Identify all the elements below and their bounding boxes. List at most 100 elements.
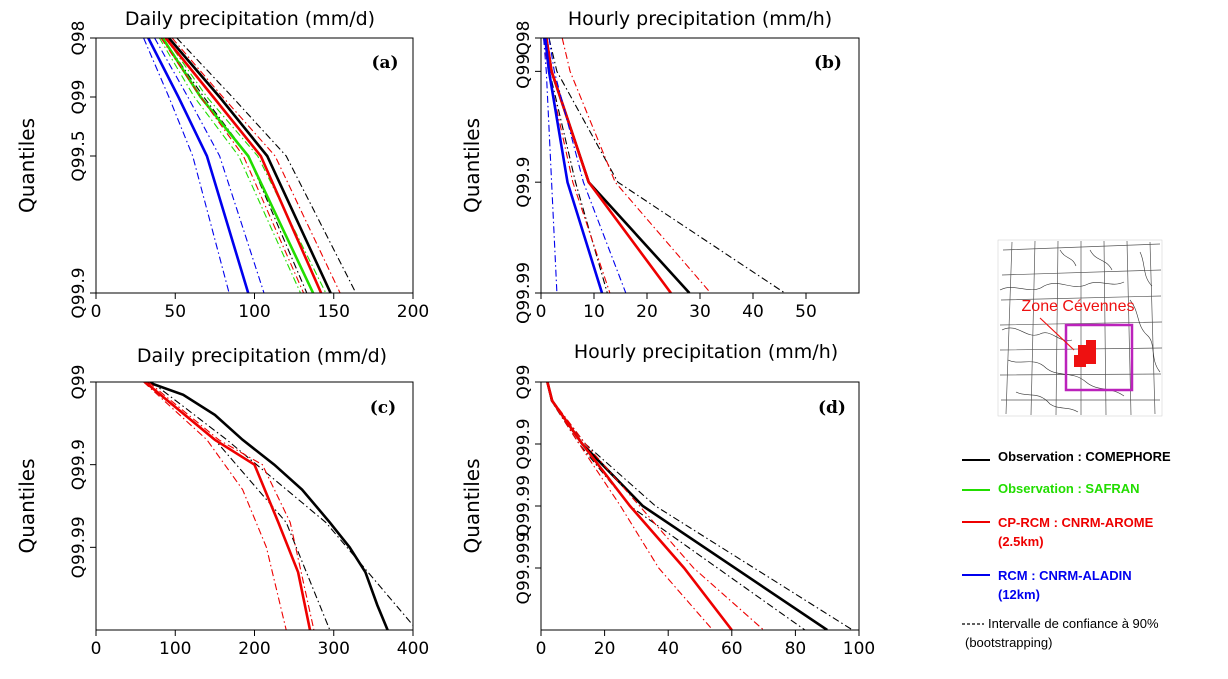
- y-tick-label: Q99: [69, 79, 89, 114]
- panel-letter: (c): [370, 398, 396, 418]
- y-axis-label: Quantiles: [15, 458, 39, 553]
- series-line-observation_comephore-solid-0: [167, 38, 332, 293]
- x-tick-label: 0: [536, 639, 547, 659]
- y-tick-label: Q99.9: [69, 267, 89, 318]
- y-tick-label: Q99.99: [514, 262, 534, 324]
- zone-box: [1064, 323, 1134, 392]
- panel-title: Daily precipitation (mm/d): [125, 8, 375, 30]
- series-line-cp_rcm_arome-dashdot-5: [147, 382, 315, 630]
- plot-frame: [540, 381, 860, 631]
- x-tick-label: 80: [785, 639, 807, 659]
- series-line-observation_safran-dashdot-5: [165, 38, 327, 293]
- series-line-cp_rcm_arome-solid-3: [144, 382, 312, 630]
- series-line-observation_safran-dashdot-4: [158, 38, 302, 293]
- legend-label-aladin: RCM : CNRM-ALADIN: [998, 568, 1132, 583]
- series-line-cp_rcm_arome-dashdot-6: [561, 38, 712, 293]
- zone-cevennes-marker: [1074, 340, 1096, 367]
- plot-frame: [540, 37, 860, 294]
- series-line-rcm_aladin-dashdot-9: [548, 38, 627, 293]
- series-line-cp_rcm_arome-dashdot-7: [160, 38, 305, 293]
- y-tick-label: Q99: [69, 364, 89, 399]
- x-tick-label: 40: [657, 639, 679, 659]
- x-tick-label: 50: [795, 302, 817, 322]
- series-line-observation_comephore-dashdot-1: [151, 382, 413, 627]
- y-tick-label: Q99.9: [69, 439, 89, 490]
- legend-label-arome-res: (2.5km): [998, 534, 1044, 549]
- x-tick-label: 40: [742, 302, 764, 322]
- series-line-observation_comephore-dashdot-2: [548, 38, 786, 293]
- legend-label-safran: Observation : SAFRAN: [998, 481, 1140, 496]
- y-tick-label: Q99.999: [514, 532, 534, 605]
- x-tick-label: 100: [238, 302, 270, 322]
- x-tick-label: 200: [397, 302, 429, 322]
- series-line-cp_rcm_arome-dashdot-4: [143, 382, 287, 630]
- series-line-rcm_aladin-solid-7: [543, 38, 604, 293]
- legend-label-comephore: Observation : COMEPHORE: [998, 449, 1171, 464]
- zone-label: Zone Cévennes: [1022, 298, 1135, 315]
- panel-title: Daily precipitation (mm/d): [137, 345, 387, 367]
- series-group: [546, 382, 853, 630]
- x-tick-label: 50: [164, 302, 186, 322]
- series-line-observation_comephore-dashdot-1: [162, 38, 308, 293]
- y-tick-label: Q98: [514, 20, 534, 55]
- series-line-cp_rcm_arome-dashdot-5: [546, 382, 764, 630]
- x-tick-label: 100: [843, 639, 875, 659]
- y-tick-label: Q99.99: [514, 475, 534, 537]
- plot-frame: [95, 37, 414, 294]
- x-tick-label: 100: [159, 639, 191, 659]
- x-tick-label: 60: [721, 639, 743, 659]
- y-tick-label: Q99.9: [514, 157, 534, 208]
- x-tick-label: 20: [636, 302, 658, 322]
- x-tick-label: 400: [397, 639, 429, 659]
- series-line-observation_comephore-solid-0: [147, 382, 389, 630]
- x-tick-label: 0: [91, 302, 102, 322]
- zone-map: Zone Cévennes: [997, 239, 1163, 417]
- plot-frame: [95, 381, 414, 631]
- x-tick-label: 20: [594, 639, 616, 659]
- y-axis-label: Quantiles: [15, 118, 39, 213]
- legend-label-aladin-res: (12km): [998, 587, 1040, 602]
- series-line-observation_comephore-solid-0: [546, 382, 828, 630]
- x-tick-label: 200: [238, 639, 270, 659]
- x-tick-label: 300: [318, 639, 350, 659]
- series-line-cp_rcm_arome-dashdot-8: [171, 38, 341, 293]
- series-line-observation_comephore-dashdot-1: [546, 382, 853, 630]
- map-background: [997, 239, 1163, 417]
- panel-title: Hourly precipitation (mm/h): [568, 8, 832, 30]
- panel-a: 0 50 100 150 200 Q98 Q99 Q99.5 Q99.9 Daily precip…: [15, 8, 429, 322]
- legend-label-ci: Intervalle de confiance à 90%: [988, 616, 1159, 631]
- x-tick-label: 10: [583, 302, 605, 322]
- panel-letter: (a): [371, 53, 398, 73]
- series-line-observation_comephore-dashdot-2: [176, 38, 357, 293]
- legend: Observation : COMEPHORE Observation : SA…: [962, 449, 1171, 650]
- zone-pointer-line: [1039, 317, 1075, 351]
- series-group: [143, 38, 357, 293]
- series-line-rcm_aladin-dashdot-8: [543, 38, 558, 293]
- x-tick-label: 150: [318, 302, 350, 322]
- y-tick-label: Q99.9: [514, 418, 534, 469]
- panel-c: 0 100 200 300 400 Q99 Q99.9 Q99.99 Daily precipi…: [15, 345, 429, 659]
- panel-letter: (b): [814, 53, 842, 73]
- series-line-cp_rcm_arome-solid-4: [545, 38, 672, 293]
- panel-letter: (d): [818, 398, 846, 418]
- x-tick-label: 30: [689, 302, 711, 322]
- series-line-rcm_aladin-dashdot-11: [154, 38, 265, 293]
- legend-label-arome: CP-RCM : CNRM-AROME: [998, 515, 1154, 530]
- legend-label-ci-method: (bootstrapping): [965, 635, 1052, 650]
- series-line-rcm_aladin-dashdot-10: [143, 38, 230, 293]
- series-group: [143, 382, 413, 630]
- y-axis-label: Quantiles: [460, 118, 484, 213]
- series-line-cp_rcm_arome-solid-6: [164, 38, 323, 293]
- series-line-observation_comephore-solid-0: [545, 38, 691, 293]
- y-axis-label: Quantiles: [460, 458, 484, 553]
- x-tick-label: 0: [91, 639, 102, 659]
- y-tick-label: Q99.5: [69, 130, 89, 181]
- series-line-observation_safran-solid-3: [161, 38, 315, 293]
- series-line-observation_comephore-dashdot-2: [546, 382, 806, 630]
- panel-title: Hourly precipitation (mm/h): [574, 341, 838, 363]
- y-tick-label: Q99.99: [69, 516, 89, 578]
